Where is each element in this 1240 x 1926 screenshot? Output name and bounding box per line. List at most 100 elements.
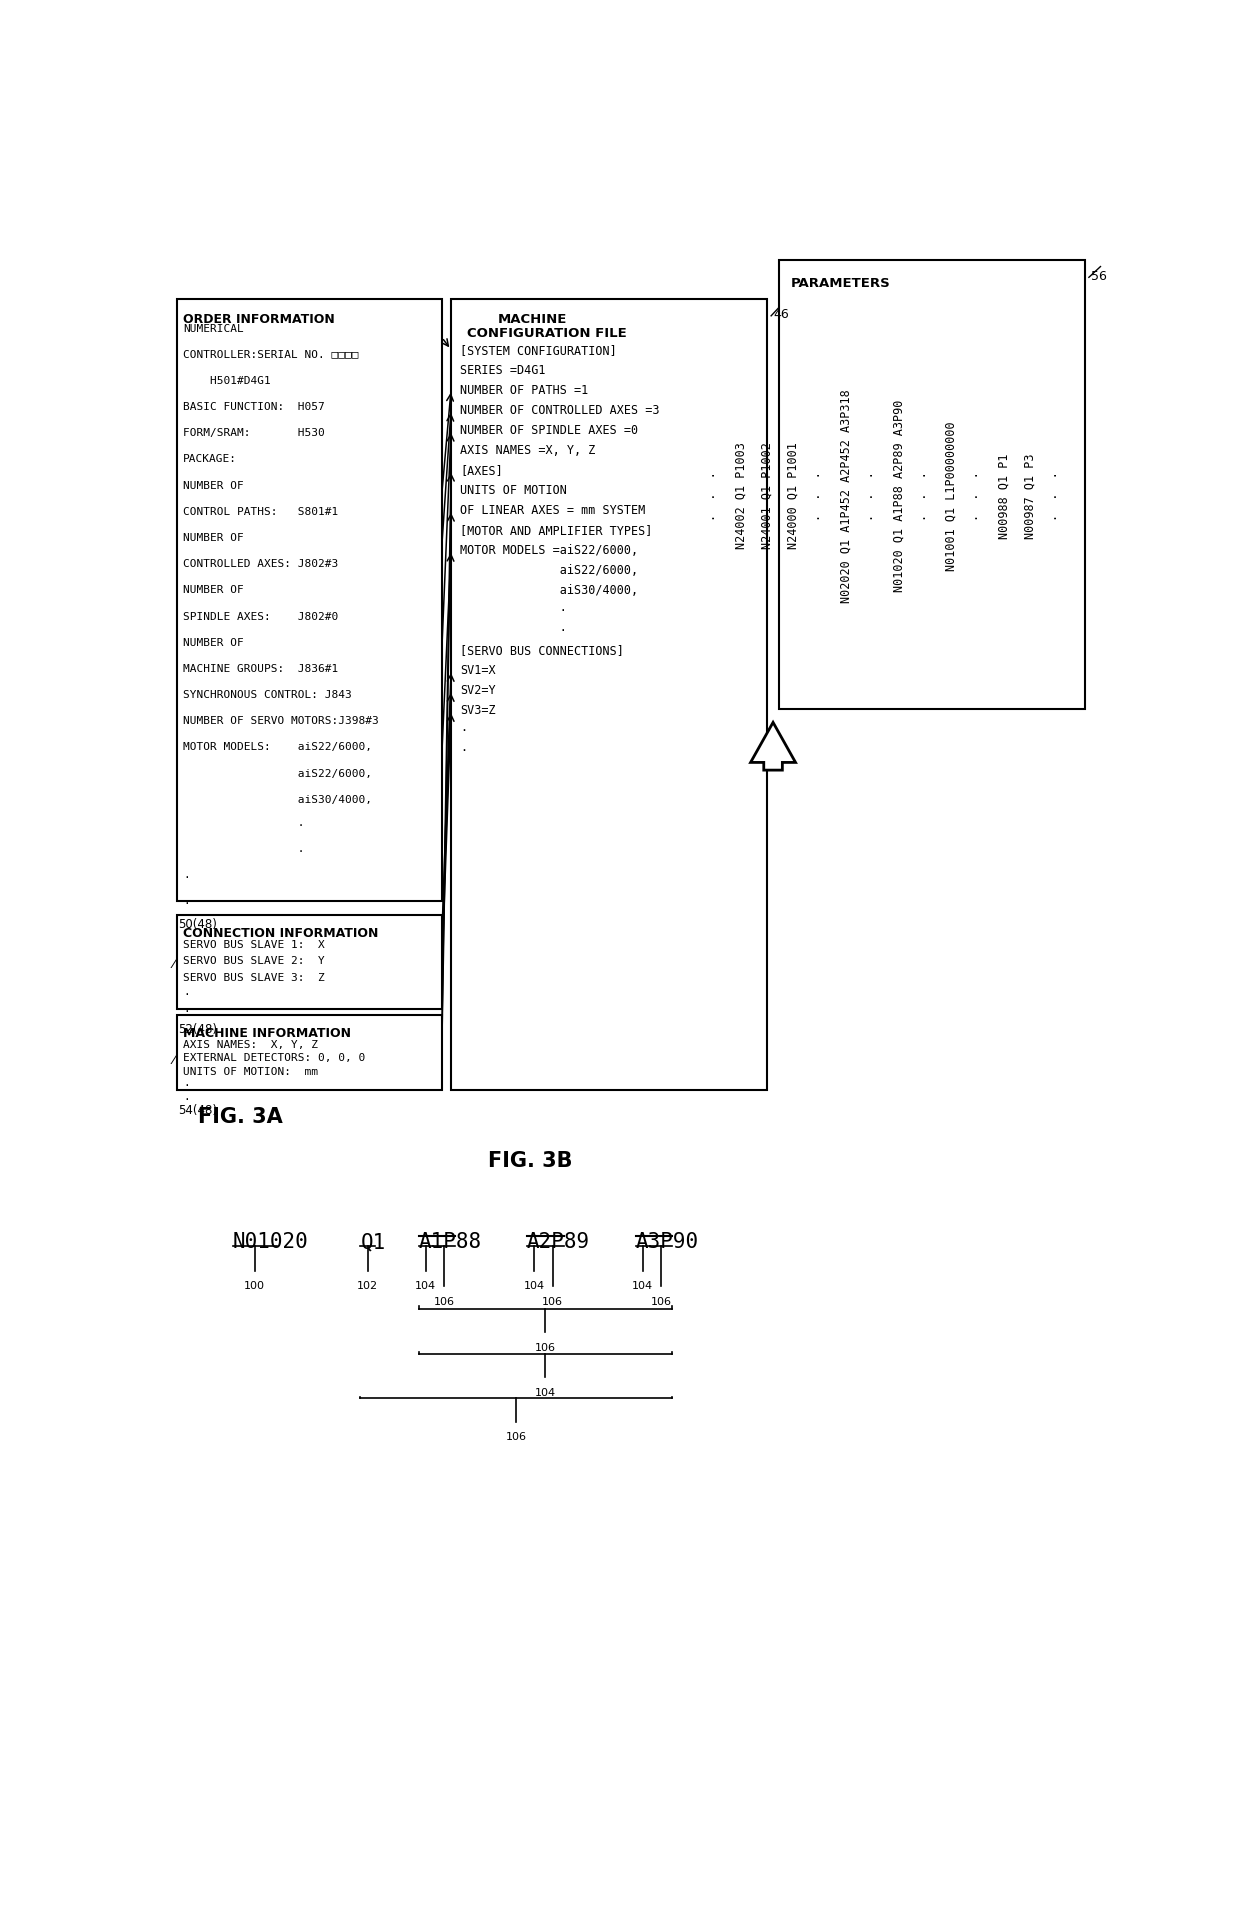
Text: ·: · (184, 1080, 190, 1092)
Text: 104: 104 (534, 1387, 556, 1398)
Text: NUMBER OF SPINDLE AXES =0: NUMBER OF SPINDLE AXES =0 (460, 424, 639, 437)
Text: ·  ·  ·: · · · (708, 472, 720, 520)
Text: 104: 104 (415, 1281, 436, 1292)
Text: SV2=Y: SV2=Y (460, 684, 496, 697)
Text: ·: · (184, 1096, 190, 1106)
Text: ·: · (184, 990, 190, 1000)
Text: OF LINEAR AXES = mm SYSTEM: OF LINEAR AXES = mm SYSTEM (460, 505, 646, 516)
Text: N24002 Q1 P1003: N24002 Q1 P1003 (734, 443, 746, 549)
Text: N00988 Q1 P1: N00988 Q1 P1 (998, 453, 1011, 539)
Text: CONNECTION INFORMATION: CONNECTION INFORMATION (184, 926, 378, 940)
Text: 106: 106 (534, 1342, 556, 1352)
Bar (176, 1015, 441, 1090)
Text: N24000 Q1 P1001: N24000 Q1 P1001 (787, 443, 800, 549)
Text: ·  ·  ·: · · · (971, 472, 985, 520)
Text: N01020: N01020 (233, 1233, 309, 1252)
Text: SERVO BUS SLAVE 1:  X: SERVO BUS SLAVE 1: X (184, 940, 325, 950)
Text: FIG. 3B: FIG. 3B (489, 1152, 573, 1171)
Text: NUMBER OF PATHS =1: NUMBER OF PATHS =1 (460, 383, 589, 397)
Text: A3P90: A3P90 (635, 1233, 698, 1252)
Text: 106: 106 (506, 1433, 527, 1443)
Text: NUMBER OF: NUMBER OF (184, 638, 243, 647)
Text: 102: 102 (357, 1281, 378, 1292)
Bar (451, 299, 768, 1090)
Text: 106: 106 (651, 1296, 672, 1308)
Text: CONFIGURATION FILE: CONFIGURATION FILE (466, 327, 626, 339)
Text: ·: · (184, 899, 190, 909)
Text: ·: · (184, 847, 304, 857)
Text: CONTROLLED AXES: J802#3: CONTROLLED AXES: J802#3 (184, 559, 339, 570)
Text: [SERVO BUS CONNECTIONS]: [SERVO BUS CONNECTIONS] (460, 643, 624, 657)
Bar (779, 260, 1085, 709)
Text: N00987 Q1 P3: N00987 Q1 P3 (1024, 453, 1037, 539)
Text: ·  ·  ·: · · · (1050, 472, 1064, 520)
Text: CONTROLLER:SERIAL NO. □□□□: CONTROLLER:SERIAL NO. □□□□ (184, 351, 358, 360)
Text: PARAMETERS: PARAMETERS (791, 277, 890, 291)
Text: 104: 104 (523, 1281, 544, 1292)
Text: 106: 106 (434, 1296, 455, 1308)
Text: 54(48): 54(48) (179, 1104, 217, 1117)
Text: EXTERNAL DETECTORS: 0, 0, 0: EXTERNAL DETECTORS: 0, 0, 0 (184, 1054, 365, 1063)
Text: SV3=Z: SV3=Z (460, 703, 496, 716)
Text: 52(48): 52(48) (179, 1023, 217, 1036)
Text: 46: 46 (774, 308, 789, 322)
Text: SPINDLE AXES:    J802#0: SPINDLE AXES: J802#0 (184, 611, 339, 622)
Bar (176, 915, 441, 1009)
Text: N02020 Q1 A1P452 A2P452 A3P318: N02020 Q1 A1P452 A2P452 A3P318 (839, 389, 853, 603)
Text: aiS22/6000,: aiS22/6000, (184, 768, 372, 778)
Text: ORDER INFORMATION: ORDER INFORMATION (184, 312, 335, 325)
Text: NUMBER OF SERVO MOTORS:J398#3: NUMBER OF SERVO MOTORS:J398#3 (184, 716, 378, 726)
Text: MACHINE: MACHINE (497, 312, 567, 325)
Text: ·: · (184, 872, 190, 884)
Text: N01020 Q1 A1P88 A2P89 A3P90: N01020 Q1 A1P88 A2P89 A3P90 (893, 401, 905, 591)
Bar (176, 299, 441, 901)
Text: A1P88: A1P88 (419, 1233, 481, 1252)
Text: BASIC FUNCTION:  H057: BASIC FUNCTION: H057 (184, 403, 325, 412)
Text: ·: · (184, 1007, 190, 1017)
Text: N01001 Q1 L1P00000000: N01001 Q1 L1P00000000 (945, 422, 957, 570)
Text: H501#D4G1: H501#D4G1 (184, 376, 270, 385)
Text: ·: · (460, 743, 467, 757)
Text: Q1: Q1 (361, 1233, 386, 1252)
Text: A2P89: A2P89 (527, 1233, 590, 1252)
Text: FIG. 3A: FIG. 3A (197, 1107, 283, 1127)
Text: ·: · (184, 820, 304, 830)
Text: MOTOR MODELS:    aiS22/6000,: MOTOR MODELS: aiS22/6000, (184, 742, 372, 753)
Text: NUMBER OF: NUMBER OF (184, 482, 243, 491)
Text: aiS30/4000,: aiS30/4000, (184, 795, 372, 805)
Text: SYNCHRONOUS CONTROL: J843: SYNCHRONOUS CONTROL: J843 (184, 690, 352, 699)
Text: MOTOR MODELS =aiS22/6000,: MOTOR MODELS =aiS22/6000, (460, 543, 639, 557)
Text: ·: · (460, 724, 467, 738)
Text: 56: 56 (1091, 270, 1107, 283)
Text: ·  ·  ·: · · · (813, 472, 826, 520)
Text: 50(48): 50(48) (179, 919, 217, 930)
Text: aiS30/4000,: aiS30/4000, (460, 584, 639, 597)
Text: UNITS OF MOTION:  mm: UNITS OF MOTION: mm (184, 1067, 317, 1077)
Text: ·  ·  ·: · · · (866, 472, 879, 520)
Text: [AXES]: [AXES] (460, 464, 503, 476)
Text: SV1=X: SV1=X (460, 664, 496, 676)
Text: PACKAGE:: PACKAGE: (184, 455, 237, 464)
Text: NUMBER OF CONTROLLED AXES =3: NUMBER OF CONTROLLED AXES =3 (460, 404, 660, 416)
Text: 104: 104 (632, 1281, 653, 1292)
Text: NUMBER OF: NUMBER OF (184, 586, 243, 595)
Text: SERVO BUS SLAVE 2:  Y: SERVO BUS SLAVE 2: Y (184, 957, 325, 967)
Text: MACHINE INFORMATION: MACHINE INFORMATION (184, 1027, 351, 1040)
Text: SERVO BUS SLAVE 3:  Z: SERVO BUS SLAVE 3: Z (184, 973, 325, 984)
Text: ·: · (460, 603, 567, 616)
Text: 100: 100 (244, 1281, 265, 1292)
Text: NUMBER OF: NUMBER OF (184, 534, 243, 543)
Text: SERIES =D4G1: SERIES =D4G1 (460, 364, 546, 377)
Text: NUMERICAL: NUMERICAL (184, 324, 243, 333)
Text: CONTROL PATHS:   S801#1: CONTROL PATHS: S801#1 (184, 507, 339, 516)
Text: 106: 106 (542, 1296, 563, 1308)
Text: ·  ·  ·: · · · (919, 472, 931, 520)
Text: ⁄: ⁄ (172, 957, 175, 971)
Text: UNITS OF MOTION: UNITS OF MOTION (460, 483, 567, 497)
Text: [MOTOR AND AMPLIFIER TYPES]: [MOTOR AND AMPLIFIER TYPES] (460, 524, 652, 537)
Text: AXIS NAMES =X, Y, Z: AXIS NAMES =X, Y, Z (460, 443, 595, 456)
Text: [SYSTEM CONFIGURATION]: [SYSTEM CONFIGURATION] (460, 343, 618, 356)
Text: AXIS NAMES:  X, Y, Z: AXIS NAMES: X, Y, Z (184, 1040, 317, 1050)
Text: aiS22/6000,: aiS22/6000, (460, 564, 639, 576)
Text: ·: · (460, 624, 567, 638)
